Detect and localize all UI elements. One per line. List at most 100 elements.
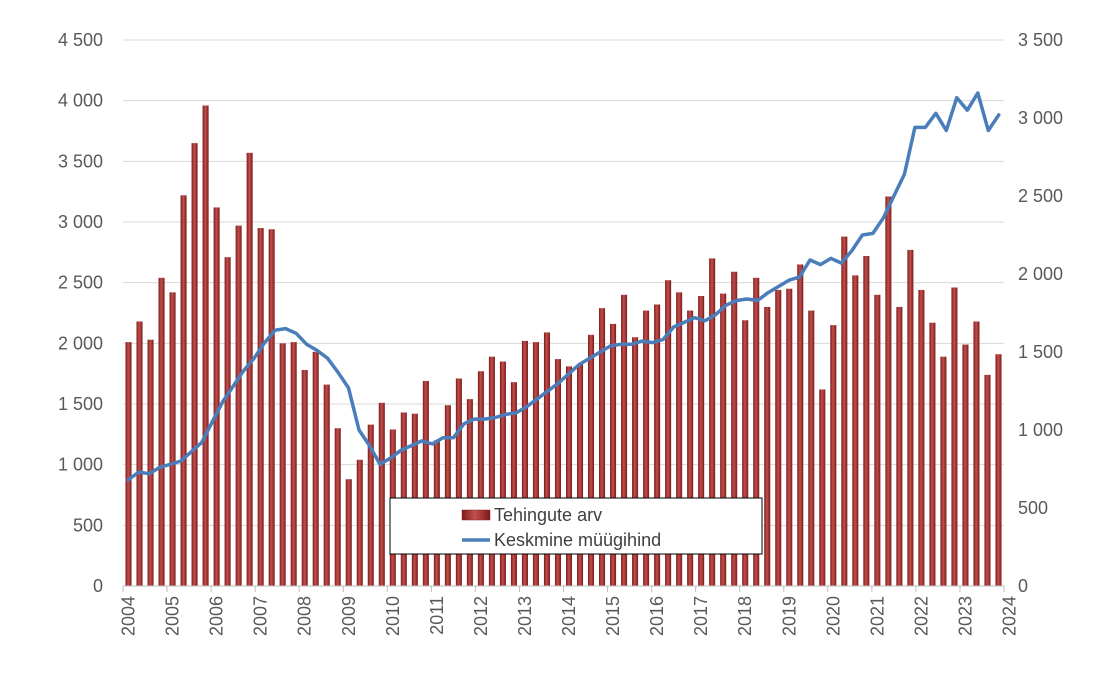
bar <box>125 342 132 586</box>
x-tick-label: 2010 <box>383 596 403 636</box>
bar <box>345 479 352 586</box>
bar <box>588 334 595 586</box>
bar <box>896 306 903 586</box>
x-tick-label: 2006 <box>207 596 227 636</box>
line-series <box>126 91 1001 482</box>
y-right-tick-label: 3 500 <box>1018 30 1063 50</box>
legend-label-line: Keskmine müügihind <box>494 530 661 550</box>
bar <box>576 363 584 586</box>
bar <box>543 332 551 586</box>
bar <box>610 323 617 586</box>
bar <box>323 384 330 586</box>
bar <box>455 378 462 586</box>
bar <box>290 342 297 586</box>
bar <box>621 294 628 586</box>
y-right-tick-label: 1 000 <box>1018 420 1063 440</box>
bar <box>962 344 969 586</box>
y-right-tick-label: 2 500 <box>1018 186 1063 206</box>
x-tick-label: 2020 <box>823 596 843 636</box>
bar <box>510 382 517 586</box>
x-tick-label: 2015 <box>603 596 623 636</box>
x-tick-label: 2008 <box>295 596 315 636</box>
bar <box>565 366 573 586</box>
bar <box>951 287 958 586</box>
bar <box>477 371 484 586</box>
x-tick-label: 2004 <box>119 596 139 636</box>
bar <box>841 236 848 586</box>
bar <box>907 249 914 586</box>
bar <box>301 370 308 586</box>
x-tick-label: 2024 <box>1000 596 1020 636</box>
y-left-tick-label: 3 000 <box>58 212 103 232</box>
bar <box>731 271 738 586</box>
bar <box>984 374 991 586</box>
bar <box>191 143 198 586</box>
y-left-tick-label: 1 500 <box>58 394 103 414</box>
x-tick-label: 2007 <box>251 596 271 636</box>
bar <box>169 292 176 586</box>
line-path <box>126 91 1001 482</box>
bar <box>213 207 220 586</box>
bar <box>488 356 495 586</box>
y-left-tick-label: 500 <box>73 515 103 535</box>
bar <box>995 354 1002 586</box>
bar <box>940 356 947 586</box>
y-right-tick-label: 2 000 <box>1018 264 1063 284</box>
x-tick-label: 2012 <box>471 596 491 636</box>
bar <box>279 343 286 586</box>
bar <box>654 304 661 586</box>
bar <box>356 459 363 586</box>
bar <box>808 310 815 586</box>
y-left-tick-label: 4 500 <box>58 30 103 50</box>
bar <box>180 195 187 586</box>
bar <box>202 105 209 587</box>
bar <box>885 196 892 586</box>
legend-box <box>389 497 763 555</box>
bar <box>136 321 143 586</box>
y-left-tick-label: 0 <box>93 576 103 596</box>
x-axis: 2004 2005 2006 2007 2008 2009 2010 2011 2012 2013… <box>119 585 1020 636</box>
bar-series <box>125 105 1002 587</box>
bar <box>764 306 771 586</box>
bar <box>532 342 539 586</box>
bar <box>224 257 231 586</box>
legend-label-bars: Tehingute arv <box>494 505 602 525</box>
bar <box>367 424 374 586</box>
bar <box>775 289 782 586</box>
bar <box>599 308 606 586</box>
x-tick-label: 2005 <box>163 596 183 636</box>
left-axis-ticks: 0 500 1 000 1 500 2 000 2 500 3 000 3 500 4 000 4… <box>58 30 103 596</box>
bar <box>830 325 837 586</box>
x-tick-label: 2014 <box>559 596 579 636</box>
bar <box>257 228 264 587</box>
bar <box>378 402 385 586</box>
bar <box>929 322 936 586</box>
x-tick-label: 2021 <box>867 596 887 636</box>
bar <box>720 293 727 586</box>
bar <box>444 405 451 586</box>
bar <box>554 359 562 586</box>
bar <box>246 152 253 586</box>
bar <box>334 428 341 586</box>
bar <box>235 225 242 586</box>
bar <box>158 277 165 586</box>
bar <box>918 289 925 586</box>
x-tick-label: 2009 <box>339 596 359 636</box>
bar <box>863 255 870 586</box>
bar <box>466 399 473 586</box>
bar <box>698 296 705 586</box>
x-tick-label: 2022 <box>911 596 931 636</box>
y-left-tick-label: 2 000 <box>58 333 103 353</box>
bar <box>742 320 749 586</box>
bar <box>268 229 275 586</box>
bar <box>874 294 881 586</box>
y-left-tick-label: 3 500 <box>58 151 103 171</box>
x-tick-label: 2019 <box>779 596 799 636</box>
bar <box>819 389 826 586</box>
y-right-tick-label: 1 500 <box>1018 342 1063 362</box>
bar <box>797 264 804 586</box>
x-tick-label: 2023 <box>955 596 975 636</box>
bar <box>786 288 793 586</box>
y-left-tick-label: 1 000 <box>58 455 103 475</box>
